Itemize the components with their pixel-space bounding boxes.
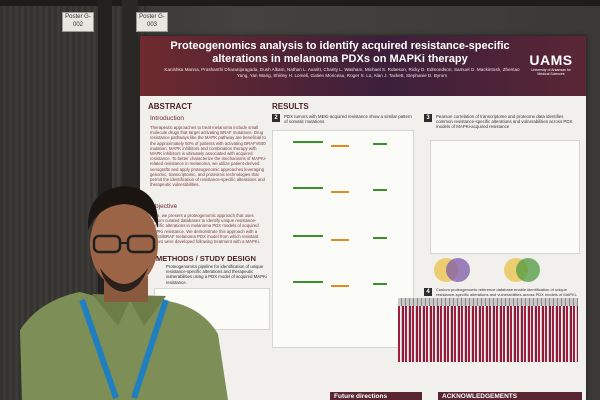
future-directions-heading: Future directions	[330, 392, 422, 400]
correlation-scatter-panels	[430, 140, 580, 254]
proteomics-heatmap	[398, 306, 578, 362]
uams-logo: UAMS University of Arkansas for Medical …	[526, 52, 576, 76]
beard	[100, 268, 148, 292]
introduction-heading: Introduction	[150, 115, 184, 122]
poster-header: Proteogenomics analysis to identify acqu…	[140, 36, 586, 96]
lanyard-left	[79, 299, 119, 399]
result-number-3: 3	[424, 114, 432, 122]
objective-text: Here, we present a proteogenomic approac…	[150, 213, 260, 245]
bar-mark	[331, 239, 349, 241]
introduction-text: Therapeutic approaches to treat melanoma…	[150, 125, 267, 188]
mutation-bar-panels	[272, 130, 414, 348]
shirt	[20, 292, 228, 400]
bar-mark	[373, 143, 387, 145]
bar-mark	[331, 285, 349, 287]
abstract-heading: ABSTRACT	[148, 102, 192, 111]
lanyard-right	[131, 299, 169, 399]
poster-title: Proteogenomics analysis to identify acqu…	[170, 40, 510, 65]
bar-mark	[331, 191, 349, 193]
results-heading: RESULTS	[272, 102, 309, 111]
venn-diagram-right-b	[516, 258, 540, 282]
bar-mark	[373, 283, 387, 285]
poster-number-tag-right: Poster G-003	[136, 12, 168, 32]
hair	[87, 186, 159, 230]
methods-text: Proteogenomics pipeline for identificati…	[166, 264, 267, 285]
logo-text: UAMS	[529, 52, 573, 68]
bar-mark	[293, 141, 323, 143]
bar-mark	[293, 281, 323, 283]
bar-mark	[373, 189, 387, 191]
bar-mark	[293, 235, 323, 237]
result-number-2: 2	[272, 114, 280, 122]
methods-heading: METHODS / STUDY DESIGN	[156, 254, 256, 263]
result-3-caption: Pearson correlation of transcriptome and…	[436, 114, 573, 130]
logo-subtitle: University of Arkansas for Medical Scien…	[531, 68, 571, 76]
acknowledgements-heading: ACKNOWLEDGEMENTS	[438, 392, 582, 400]
bar-mark	[331, 145, 349, 147]
venn-diagram-left-b	[446, 258, 470, 282]
objective-heading: Objective	[150, 203, 178, 210]
bar-mark	[373, 237, 387, 239]
poster-number-tag-left: Poster G-002	[62, 12, 94, 32]
board-frame-top	[0, 0, 600, 6]
bar-mark	[293, 187, 323, 189]
heatmap-annotation-bar	[398, 298, 578, 306]
result-number-4: 4	[424, 288, 432, 296]
result-2-caption: PDX tumors with MEKi-acquired resistance…	[284, 114, 412, 125]
poster-authors: Kanishka Manna, Prashanthi Dharanipragad…	[164, 67, 520, 78]
